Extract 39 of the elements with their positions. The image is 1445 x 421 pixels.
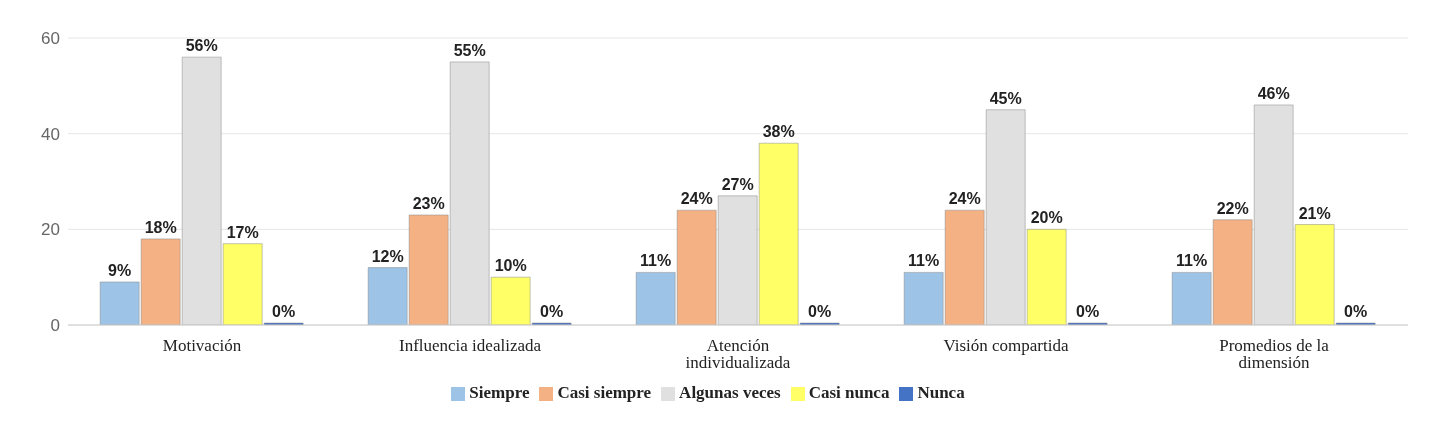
data-label: 23% — [412, 194, 445, 212]
legend-label: Casi siempre — [557, 383, 652, 402]
legend-label: Casi nunca — [808, 383, 890, 402]
x-tick-label: Motivación — [162, 336, 242, 356]
data-label: 18% — [144, 218, 177, 236]
data-label: 11% — [908, 252, 940, 270]
data-label: 22% — [1216, 199, 1249, 217]
x-tick-label: Promedios de la dimensión — [1219, 336, 1330, 373]
data-label: 46% — [1257, 84, 1290, 102]
data-label: 10% — [494, 257, 527, 275]
data-label: 45% — [989, 89, 1022, 107]
y-tick-label: 20 — [41, 220, 60, 240]
data-label: 0% — [1076, 303, 1100, 320]
legend-label: Nunca — [917, 383, 965, 402]
y-tick-label: 60 — [41, 29, 60, 49]
data-label: 0% — [808, 303, 832, 320]
data-label: 9% — [108, 261, 132, 279]
data-label: 12% — [371, 247, 404, 265]
data-label: 11% — [1176, 252, 1208, 270]
data-label: 0% — [272, 303, 296, 320]
data-label: 17% — [226, 223, 259, 241]
data-label: 20% — [1030, 209, 1063, 227]
data-label: 11% — [640, 252, 672, 270]
data-label: 24% — [680, 190, 713, 208]
data-label: 21% — [1298, 204, 1331, 222]
x-tick-label: Visión compartida — [943, 336, 1069, 356]
legend-label: Siempre — [469, 383, 530, 402]
data-label: 24% — [948, 190, 981, 208]
data-label: 27% — [721, 175, 754, 193]
x-tick-label: Influencia idealizada — [398, 336, 542, 356]
legend-label: Algunas veces — [679, 383, 781, 402]
y-tick-label: 0 — [50, 316, 60, 336]
x-tick-label: Atención individualizada — [685, 336, 791, 373]
data-label: 55% — [453, 41, 486, 59]
data-label: 0% — [540, 303, 564, 320]
data-label: 56% — [185, 37, 218, 55]
data-label: 38% — [762, 123, 795, 141]
data-label: 0% — [1344, 303, 1368, 320]
y-tick-label: 40 — [41, 124, 60, 144]
